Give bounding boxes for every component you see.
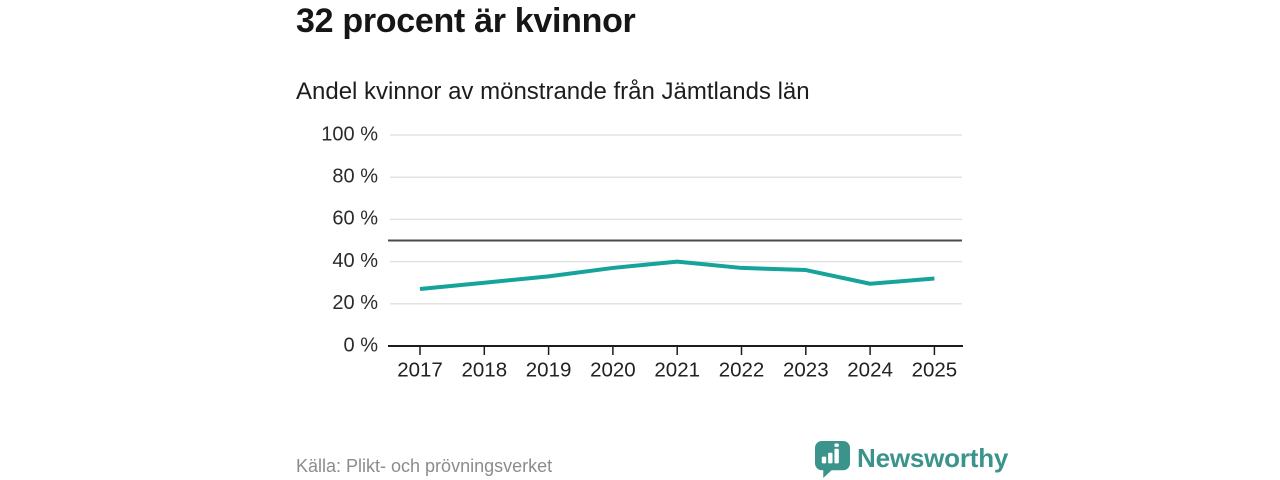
chart-subtitle: Andel kvinnor av mönstrande från Jämtlan…: [296, 78, 810, 105]
x-tick-label: 2024: [847, 358, 893, 381]
x-tick-label: 2021: [654, 358, 700, 381]
source-note: Källa: Plikt- och prövningsverket: [296, 456, 553, 476]
y-tick-label: 100 %: [321, 123, 378, 145]
page-title: 32 procent är kvinnor: [296, 2, 636, 40]
y-tick-label: 0 %: [344, 334, 379, 356]
mini-bar-chart: [821, 443, 839, 464]
x-tick-label: 2017: [397, 358, 443, 381]
bar-chart-speech-bubble-icon: [815, 441, 850, 478]
x-tick-label: 2019: [526, 358, 572, 381]
x-tick-label: 2023: [783, 358, 829, 381]
data-line: [419, 259, 935, 292]
x-tick-label: 2022: [719, 358, 765, 381]
x-tick-label: 2018: [461, 358, 507, 381]
newsworthy-logo-text: Newsworthy: [857, 442, 1009, 473]
x-tick-label: 2025: [912, 358, 958, 381]
y-tick-label: 80 %: [332, 165, 378, 187]
line-chart: 0 % 20 % 40 % 60 % 80 % 100 % 2017 2018 2019 2020…: [321, 123, 963, 381]
y-tick-label: 40 %: [332, 250, 378, 272]
x-tick-label: 2020: [590, 358, 636, 381]
y-tick-label: 60 %: [332, 208, 378, 230]
newsworthy-logo: Newsworthy: [815, 441, 1008, 478]
y-tick-label: 20 %: [332, 292, 378, 314]
